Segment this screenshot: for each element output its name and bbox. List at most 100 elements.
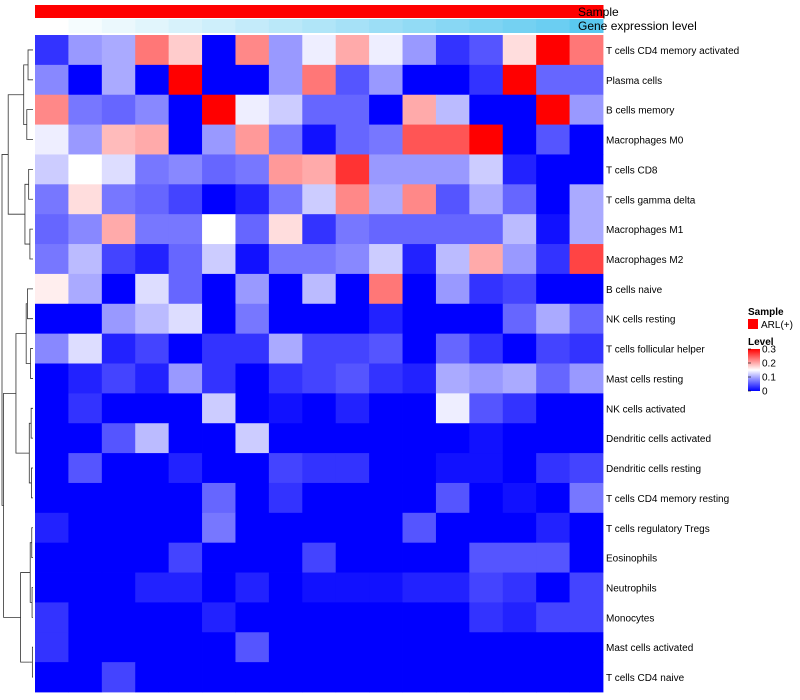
heatmap-cell (569, 94, 604, 125)
heatmap-cell (135, 363, 170, 394)
expression-annotation-cell (168, 19, 203, 33)
row-label: B cells naive (606, 285, 663, 296)
dendrogram-branch (7, 94, 25, 215)
heatmap-cell (369, 423, 403, 454)
heatmap-cell (235, 453, 270, 484)
heatmap-cell (68, 602, 103, 633)
heatmap-cell (101, 184, 136, 215)
heatmap-cell (369, 273, 403, 305)
heatmap-cell (302, 35, 337, 66)
heatmap-cell (135, 35, 170, 66)
heatmap-cell (335, 662, 370, 693)
heatmap-cell (101, 35, 136, 66)
heatmap-cell (35, 453, 69, 484)
heatmap-cell (469, 632, 504, 663)
heatmap-cell (469, 244, 504, 275)
expression-annotation-cell (202, 19, 236, 33)
heatmap-cell (536, 35, 570, 66)
heatmap-cell (502, 64, 537, 96)
heatmap-cell (536, 154, 570, 185)
heatmap-cell (101, 423, 136, 454)
heatmap-cell (335, 602, 370, 633)
heatmap-cell (268, 423, 303, 454)
heatmap-cell (502, 35, 537, 66)
row-label: Dendritic cells resting (606, 464, 701, 475)
heatmap-cell (235, 124, 270, 155)
heatmap-cell (235, 94, 270, 125)
heatmap-cell (402, 363, 437, 394)
heatmap-cell (469, 482, 504, 514)
heatmap-cell (402, 273, 437, 305)
heatmap-cell (569, 303, 604, 335)
heatmap-cell (502, 333, 537, 364)
heatmap-cell (502, 572, 537, 603)
heatmap-cell (268, 273, 303, 305)
sample-annotation-cell (335, 5, 370, 18)
heatmap-cell (502, 124, 537, 155)
annotation-label-expression: Gene expression level (578, 19, 697, 33)
heatmap-cell (135, 453, 170, 484)
legend-color-bar (748, 349, 760, 391)
heatmap-cell (469, 542, 504, 573)
heatmap-cell (435, 423, 470, 454)
heatmap-cell (268, 214, 303, 245)
heatmap-cell (268, 602, 303, 633)
heatmap-cell (35, 512, 69, 544)
expression-annotation-cell (68, 19, 103, 33)
heatmap-cell (235, 35, 270, 66)
heatmap-cells (35, 35, 604, 693)
heatmap-cell (435, 453, 470, 484)
heatmap-cell (202, 154, 236, 185)
heatmap-cell (302, 632, 337, 663)
heatmap-cell (569, 333, 604, 364)
heatmap-cell (569, 244, 604, 275)
heatmap-cell (68, 393, 103, 424)
heatmap-cell (335, 512, 370, 544)
heatmap-cell (369, 244, 403, 275)
heatmap-cell (135, 94, 170, 125)
heatmap-cell (536, 124, 570, 155)
heatmap-cell (35, 64, 69, 96)
heatmap-cell (235, 64, 270, 96)
heatmap-cell (235, 393, 270, 424)
sample-annotation-cell (569, 5, 604, 18)
heatmap-cell (101, 632, 136, 663)
heatmap-cell (68, 214, 103, 245)
row-label: T cells follicular helper (606, 345, 705, 356)
heatmap-cell (268, 363, 303, 394)
heatmap-cell (202, 333, 236, 364)
heatmap-cell (302, 572, 337, 603)
heatmap-cell (302, 512, 337, 544)
heatmap-cell (502, 662, 537, 693)
sample-annotation-cell (435, 5, 470, 18)
heatmap-cell (502, 273, 537, 305)
heatmap-cell (101, 512, 136, 544)
legend-ticks: 0.3 0.2 0.1 0 (748, 345, 776, 398)
legend-level-title: Level (748, 337, 774, 348)
heatmap-cell (435, 602, 470, 633)
heatmap-cell (469, 184, 504, 215)
heatmap-cell (536, 333, 570, 364)
heatmap-cell (569, 662, 604, 693)
heatmap-cell (202, 303, 236, 335)
heatmap-cell (202, 602, 236, 633)
row-label: Neutrophils (606, 583, 657, 594)
heatmap-cell (435, 512, 470, 544)
heatmap-cell (402, 662, 437, 693)
heatmap-cell (168, 273, 203, 305)
heatmap-cell (402, 482, 437, 514)
heatmap-cell (268, 453, 303, 484)
row-label: Mast cells resting (606, 374, 683, 385)
heatmap-cell (569, 602, 604, 633)
heatmap-cell (302, 244, 337, 275)
heatmap-cell (536, 64, 570, 96)
heatmap-cell (335, 393, 370, 424)
heatmap-cell (35, 632, 69, 663)
heatmap-cell (235, 542, 270, 573)
row-label: T cells CD4 memory activated (606, 46, 739, 57)
heatmap-cell (302, 124, 337, 155)
heatmap-cell (268, 333, 303, 364)
heatmap-cell (268, 572, 303, 603)
dendrogram-branch (31, 646, 33, 678)
heatmap-cell (35, 662, 69, 693)
